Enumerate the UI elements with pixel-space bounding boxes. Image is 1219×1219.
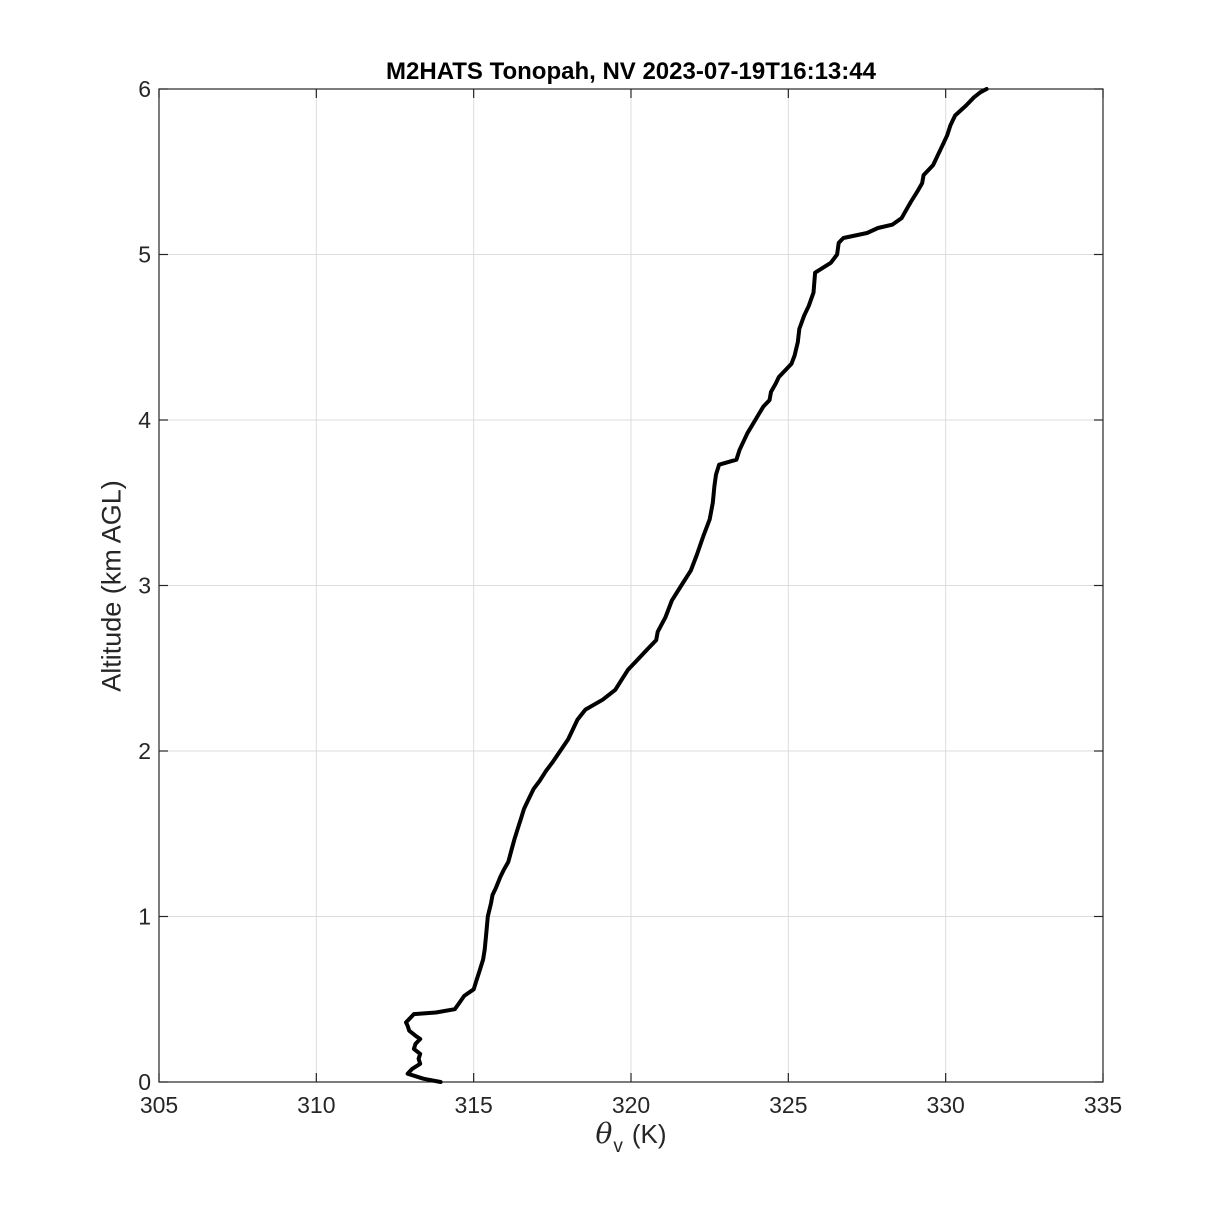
x-tick-label: 320 [612,1092,650,1118]
y-tick-label: 5 [138,242,151,268]
theta-symbol: θ [595,1117,613,1150]
y-tick-label: 1 [138,904,151,930]
profile-line [404,87,989,1084]
x-tick-labels: 305 310 315 320 325 330 335 [140,1092,1122,1118]
y-tick-label: 6 [138,76,151,102]
y-tick-labels: 0 1 2 3 4 5 6 [138,76,151,1095]
x-tick-label: 305 [140,1092,178,1118]
y-tick-label: 3 [138,573,151,599]
x-tick-label: 335 [1084,1092,1122,1118]
x-tick-label: 310 [297,1092,335,1118]
x-tick-label: 325 [769,1092,807,1118]
grid-lines [159,89,1103,1082]
x-tick-label: 330 [926,1092,964,1118]
x-axis-units: (K) [631,1119,667,1149]
x-tick-label: 315 [454,1092,492,1118]
plot-border [158,88,1104,1083]
x-axis-label: θv (K) [159,1117,1103,1158]
y-tick-label: 4 [138,407,151,433]
y-tick-label: 2 [138,738,151,764]
theta-subscript: v [613,1136,623,1157]
chart-title: M2HATS Tonopah, NV 2023-07-19T16:13:44 [386,58,876,85]
y-tick-label: 0 [138,1069,151,1095]
